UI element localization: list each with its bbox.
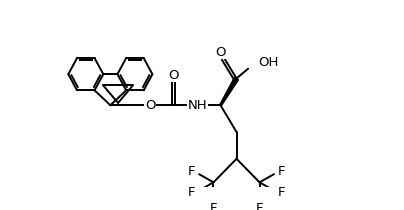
Text: F: F: [278, 165, 286, 178]
Text: OH: OH: [258, 56, 278, 69]
Text: F: F: [256, 202, 263, 210]
Text: F: F: [187, 186, 195, 199]
Text: O: O: [145, 99, 156, 112]
Text: F: F: [210, 202, 217, 210]
Polygon shape: [220, 77, 238, 106]
Text: F: F: [187, 165, 195, 178]
Text: F: F: [278, 186, 286, 199]
Text: O: O: [168, 69, 179, 82]
Text: O: O: [215, 46, 226, 59]
Text: NH: NH: [188, 99, 207, 112]
